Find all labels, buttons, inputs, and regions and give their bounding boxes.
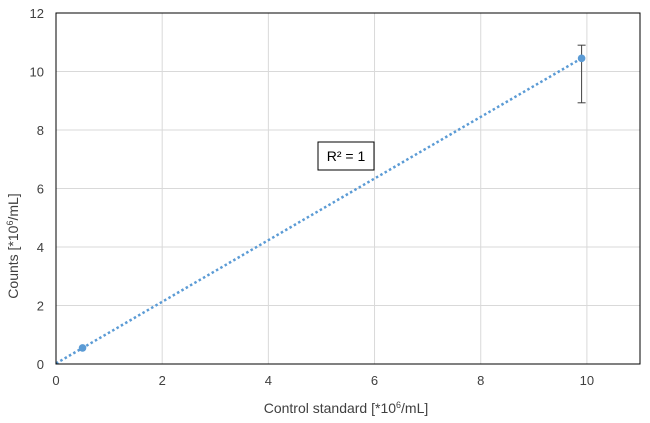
y-tick-label: 8 xyxy=(37,123,44,138)
x-axis-title: Control standard [*106/mL] xyxy=(264,400,429,416)
x-tick-labels: 0 2 4 6 8 10 xyxy=(52,373,594,388)
x-tick-label: 0 xyxy=(52,373,59,388)
y-tick-label: 0 xyxy=(37,357,44,372)
plot-area-border xyxy=(55,12,641,365)
y-tick-label: 12 xyxy=(30,6,44,21)
y-tick-label: 4 xyxy=(37,240,44,255)
data-points xyxy=(78,54,586,352)
x-tick-label: 6 xyxy=(371,373,378,388)
x-tick-label: 2 xyxy=(159,373,166,388)
x-tick-label: 8 xyxy=(477,373,484,388)
data-point xyxy=(78,344,87,352)
x-tick-label: 10 xyxy=(580,373,594,388)
y-axis-title: Counts [*106/mL] xyxy=(5,193,21,298)
y-tick-label: 6 xyxy=(37,182,44,197)
y-tick-label: 2 xyxy=(37,299,44,314)
annotation-label: R² = 1 xyxy=(327,148,366,164)
annotation-box xyxy=(317,141,375,171)
data-point xyxy=(577,54,586,63)
r-squared-annotation: R² = 1 xyxy=(317,141,375,171)
y-tick-label: 10 xyxy=(30,65,44,80)
y-tick-labels: 0 2 4 6 8 10 12 xyxy=(30,6,44,372)
x-tick-label: 4 xyxy=(265,373,272,388)
trendline-layer xyxy=(55,57,583,365)
linear-trendline xyxy=(55,57,583,365)
plot-frame xyxy=(55,12,641,365)
